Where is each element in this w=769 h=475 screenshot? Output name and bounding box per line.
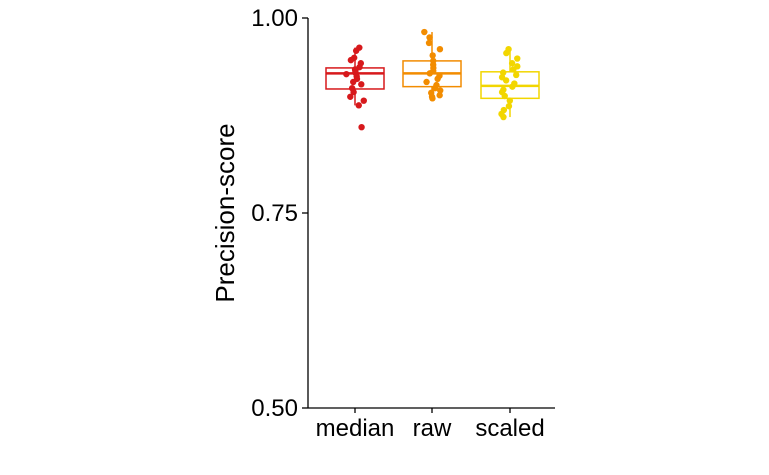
y-axis-title: Precision-score xyxy=(210,123,240,302)
data-point xyxy=(501,92,508,100)
x-tick-label: raw xyxy=(413,415,452,442)
data-point xyxy=(500,113,507,121)
data-point xyxy=(423,78,430,86)
y-tick-label: 0.50 xyxy=(251,395,298,422)
data-point xyxy=(513,71,520,79)
data-point xyxy=(503,49,510,57)
data-point xyxy=(358,81,365,88)
data-point xyxy=(352,47,360,54)
data-point xyxy=(358,124,365,131)
data-point xyxy=(350,78,357,86)
data-point xyxy=(436,46,444,53)
points-scaled xyxy=(498,46,521,121)
data-point xyxy=(421,28,428,36)
data-point xyxy=(510,66,517,73)
y-tick-label: 0.75 xyxy=(251,200,298,227)
data-point xyxy=(425,39,433,47)
x-tick-label: scaled xyxy=(475,415,544,442)
data-point xyxy=(502,77,510,84)
data-point xyxy=(426,34,433,41)
data-point xyxy=(347,93,354,100)
points-raw xyxy=(421,28,444,102)
data-point xyxy=(429,52,436,59)
data-point xyxy=(506,97,514,104)
data-point xyxy=(355,102,362,109)
y-tick-label: 1.00 xyxy=(251,5,298,32)
data-point xyxy=(505,102,513,110)
data-point xyxy=(437,87,444,94)
x-tick-label: median xyxy=(316,415,395,442)
data-point xyxy=(350,88,357,96)
data-point xyxy=(514,55,521,62)
x-ticks: median raw scaled xyxy=(316,408,545,442)
data-point xyxy=(509,83,516,90)
data-point xyxy=(429,95,436,102)
data-point xyxy=(434,75,441,83)
data-point xyxy=(347,56,355,64)
y-ticks: 0.50 0.75 1.00 xyxy=(251,5,308,422)
data-point xyxy=(343,70,350,78)
data-points xyxy=(343,28,521,131)
data-point xyxy=(436,92,443,99)
data-point xyxy=(508,60,516,67)
data-point xyxy=(431,85,439,92)
points-median xyxy=(343,44,367,131)
data-point xyxy=(360,97,367,104)
data-point xyxy=(426,70,433,77)
